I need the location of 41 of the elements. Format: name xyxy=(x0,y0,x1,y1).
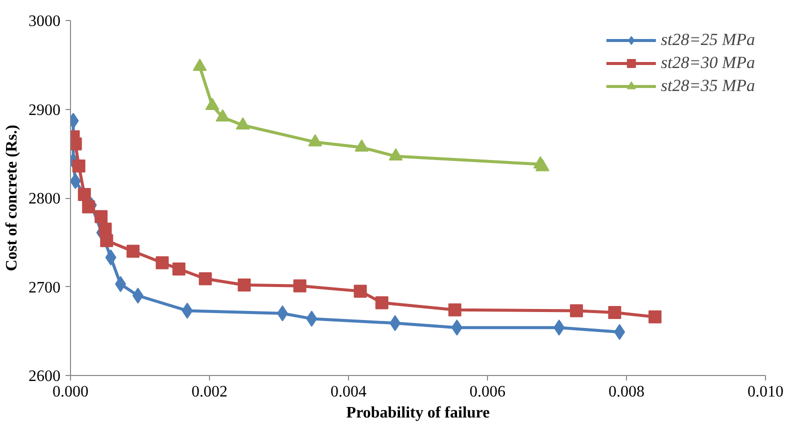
y-tick-label: 2800 xyxy=(28,190,60,208)
y-axis-title: Cost of concrete (Rs.) xyxy=(4,124,20,272)
point xyxy=(448,303,462,316)
point xyxy=(216,109,230,122)
point xyxy=(608,306,622,319)
x-tick-label: 0.010 xyxy=(748,384,784,400)
point xyxy=(205,98,220,110)
point xyxy=(354,139,369,152)
point xyxy=(198,272,212,286)
point xyxy=(94,210,108,224)
legend-label: st28=35 MPa xyxy=(660,76,755,96)
point xyxy=(126,244,140,258)
point xyxy=(535,158,550,172)
point xyxy=(156,256,169,270)
point xyxy=(192,58,207,71)
point xyxy=(375,296,388,310)
x-tick-label: 0.004 xyxy=(330,384,366,400)
point xyxy=(308,134,322,146)
point xyxy=(354,284,367,298)
point xyxy=(238,278,251,292)
y-tick-label: 3000 xyxy=(28,13,60,30)
point xyxy=(648,310,662,324)
point xyxy=(570,304,583,318)
point xyxy=(293,279,306,292)
x-tick-label: 0.000 xyxy=(52,384,88,400)
point xyxy=(100,234,114,248)
legend-label: st28=30 MPa xyxy=(660,53,755,73)
point xyxy=(98,222,112,236)
x-tick-label: 0.008 xyxy=(608,384,644,400)
x-tick-label: 0.002 xyxy=(192,384,228,400)
x-tick-label: 0.006 xyxy=(470,384,506,400)
legend-label: st28=25 MPa xyxy=(660,30,755,50)
y-tick-label: 2600 xyxy=(28,368,60,385)
x-axis-title: Probability of failure xyxy=(346,404,490,422)
point xyxy=(72,160,86,173)
point xyxy=(78,188,91,201)
point xyxy=(388,148,403,161)
point xyxy=(172,262,186,276)
point xyxy=(236,117,250,130)
y-tick-label: 2900 xyxy=(28,102,60,119)
y-tick-label: 2700 xyxy=(28,279,60,296)
